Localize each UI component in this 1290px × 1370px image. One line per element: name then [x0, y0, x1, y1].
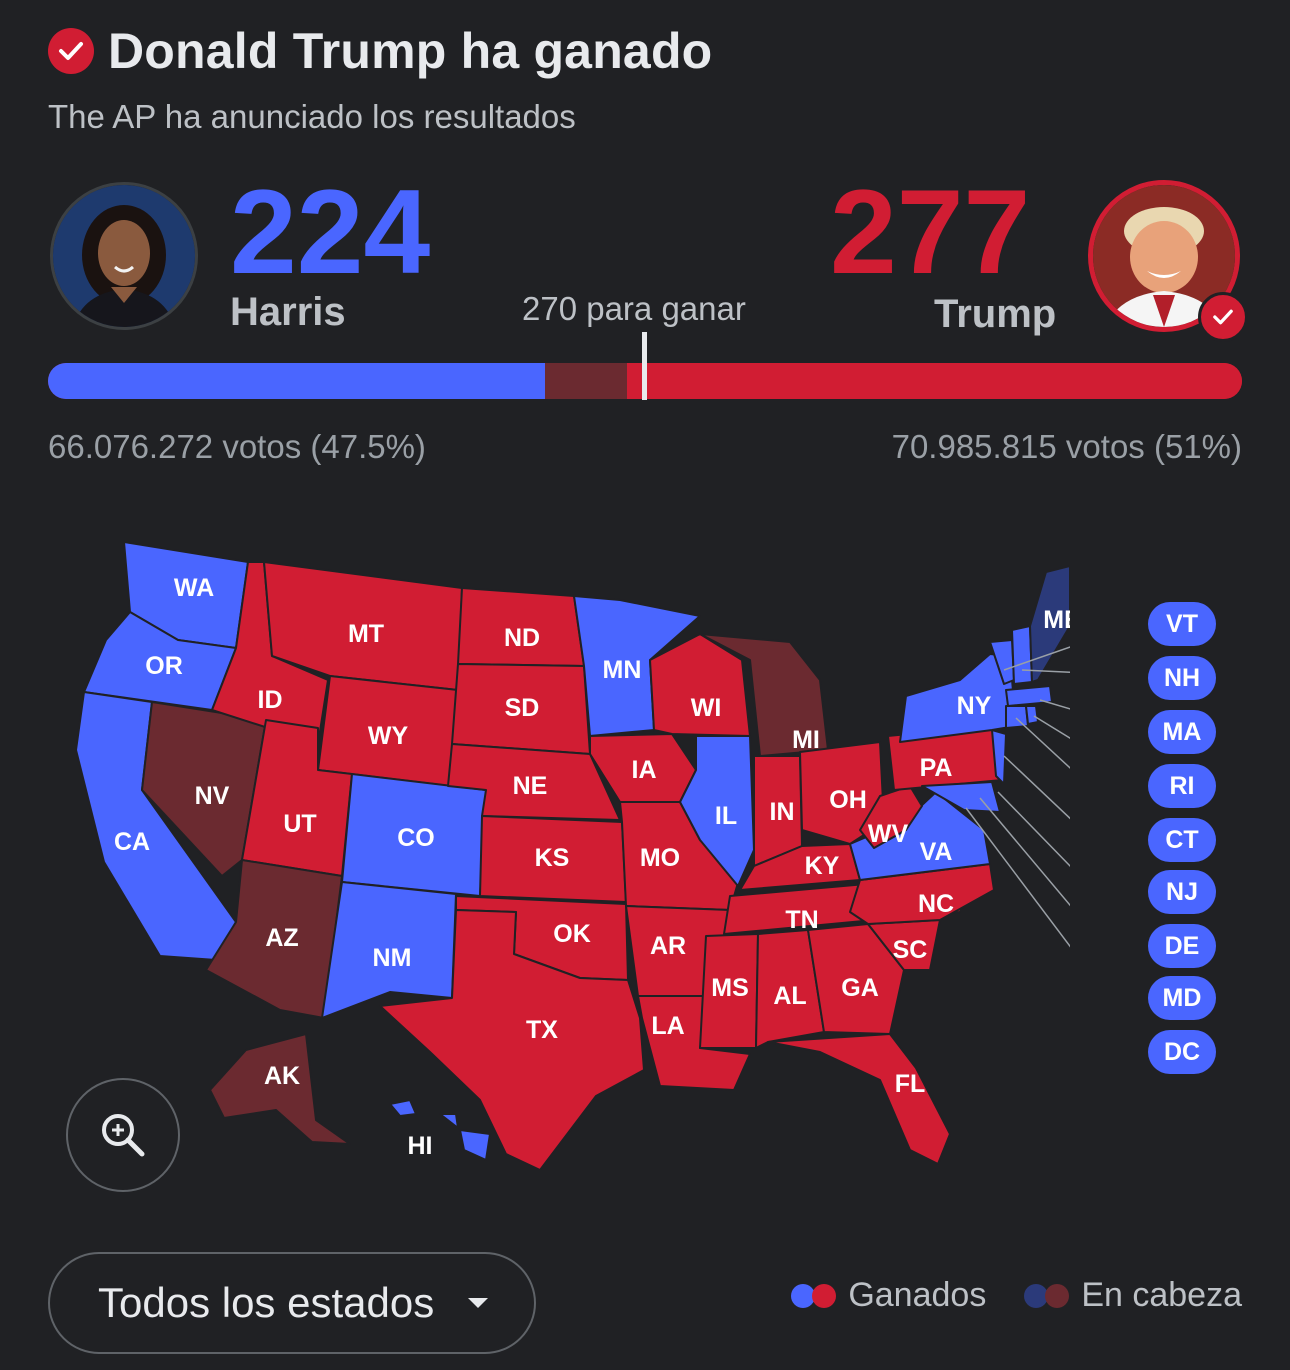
harris-name: Harris	[230, 290, 346, 334]
state-AK[interactable]	[209, 1033, 351, 1145]
label-MN: MN	[603, 656, 642, 684]
label-UT: UT	[283, 810, 316, 838]
pill-MA[interactable]: MA	[1148, 710, 1216, 754]
harris-electoral-votes: 224	[230, 165, 431, 299]
label-TX: TX	[526, 1016, 558, 1044]
label-KS: KS	[535, 844, 570, 872]
state-RI[interactable]	[1025, 705, 1039, 725]
state-NH[interactable]	[1011, 625, 1033, 685]
label-AR: AR	[650, 932, 686, 960]
label-IA: IA	[632, 756, 657, 784]
label-WV: WV	[868, 820, 909, 848]
label-NC: NC	[918, 890, 954, 918]
label-MS: MS	[711, 974, 749, 1002]
harris-popular-vote: 66.076.272 votos (47.5%)	[48, 428, 426, 465]
zoom-button[interactable]	[66, 1078, 180, 1192]
label-OK: OK	[553, 920, 591, 948]
label-AL: AL	[773, 982, 806, 1010]
label-AZ: AZ	[265, 924, 298, 952]
pill-DC[interactable]: DC	[1148, 1030, 1216, 1074]
page-subtitle: The AP ha anunciado los resultados	[48, 98, 576, 135]
map-legend: Ganados En cabeza	[791, 1276, 1242, 1315]
trump-avatar	[1088, 180, 1240, 332]
label-GA: GA	[841, 974, 879, 1002]
pill-MD[interactable]: MD	[1148, 976, 1216, 1020]
label-SD: SD	[505, 694, 540, 722]
label-MI: MI	[792, 726, 820, 754]
label-NV: NV	[195, 782, 230, 810]
legend-leading-label: En cabeza	[1081, 1276, 1242, 1314]
label-MO: MO	[640, 844, 680, 872]
trump-leading-segment	[545, 363, 628, 399]
dropdown-label: Todos los estados	[98, 1279, 435, 1326]
label-TN: TN	[785, 906, 818, 934]
state-TX[interactable]	[379, 909, 645, 1170]
pill-CT[interactable]: CT	[1148, 818, 1216, 862]
pill-VT[interactable]: VT	[1148, 602, 1216, 646]
label-NE: NE	[513, 772, 548, 800]
label-MT: MT	[348, 620, 384, 648]
label-LA: LA	[651, 1012, 684, 1040]
label-FL: FL	[895, 1070, 926, 1098]
state-MA[interactable]	[1005, 685, 1053, 707]
label-IL: IL	[715, 802, 737, 830]
label-NM: NM	[373, 944, 412, 972]
label-WY: WY	[368, 722, 409, 750]
state-HI[interactable]	[389, 1099, 491, 1161]
leading-swatch	[1024, 1283, 1070, 1308]
state-labels: WA OR CA ID NV MT WY UT AZ CO NM ND SD N…	[114, 574, 1070, 1160]
state-CT[interactable]	[1005, 705, 1029, 729]
label-HI: HI	[408, 1132, 433, 1160]
trump-electoral-votes: 277	[830, 165, 1031, 299]
state-MD[interactable]	[921, 781, 1001, 813]
pill-NJ[interactable]: NJ	[1148, 870, 1216, 914]
label-WI: WI	[691, 694, 722, 722]
trump-popular-vote: 70.985.815 votos (51%)	[891, 428, 1242, 465]
small-state-leader-lines	[965, 646, 1070, 948]
state-NJ[interactable]	[991, 729, 1007, 785]
state-GA[interactable]	[807, 923, 905, 1035]
label-NY: NY	[957, 692, 992, 720]
threshold-marker	[642, 332, 647, 400]
trump-name: Trump	[934, 292, 1057, 336]
label-CO: CO	[397, 824, 435, 852]
states-dropdown[interactable]: Todos los estados	[48, 1252, 536, 1354]
label-AK: AK	[264, 1062, 300, 1090]
label-OR: OR	[145, 652, 183, 680]
caret-down-icon	[468, 1298, 489, 1308]
label-ME: ME	[1043, 606, 1070, 634]
check-circle-icon	[48, 28, 94, 74]
harris-won-segment	[48, 363, 546, 399]
label-OH: OH	[829, 786, 867, 814]
state-FL[interactable]	[767, 1033, 951, 1165]
zoom-in-icon	[102, 1114, 145, 1157]
won-swatch	[791, 1283, 837, 1308]
label-PA: PA	[920, 754, 953, 782]
label-WA: WA	[174, 574, 214, 602]
state-AL[interactable]	[755, 929, 825, 1049]
label-IN: IN	[770, 798, 795, 826]
pill-DE[interactable]: DE	[1148, 924, 1216, 968]
label-SC: SC	[893, 936, 928, 964]
page-title: Donald Trump ha ganado	[108, 23, 713, 79]
state-NM[interactable]	[321, 881, 457, 1019]
winner-check-icon	[1198, 292, 1248, 342]
us-electoral-map[interactable]: WA OR CA ID NV MT WY UT AZ CO NM ND SD N…	[60, 530, 1070, 1170]
label-ND: ND	[504, 624, 540, 652]
harris-avatar	[50, 182, 198, 330]
pill-RI[interactable]: RI	[1148, 764, 1216, 808]
label-CA: CA	[114, 828, 150, 856]
label-VA: VA	[920, 838, 953, 866]
pill-NH[interactable]: NH	[1148, 656, 1216, 700]
label-ID: ID	[258, 686, 283, 714]
legend-won-label: Ganados	[848, 1276, 987, 1314]
state-ME[interactable]	[1029, 565, 1070, 683]
threshold-label: 270 para ganar	[522, 290, 746, 327]
trump-won-segment	[627, 363, 1242, 399]
title-row: Donald Trump ha ganado	[48, 22, 712, 80]
label-KY: KY	[805, 852, 840, 880]
state-IL[interactable]	[679, 735, 755, 887]
